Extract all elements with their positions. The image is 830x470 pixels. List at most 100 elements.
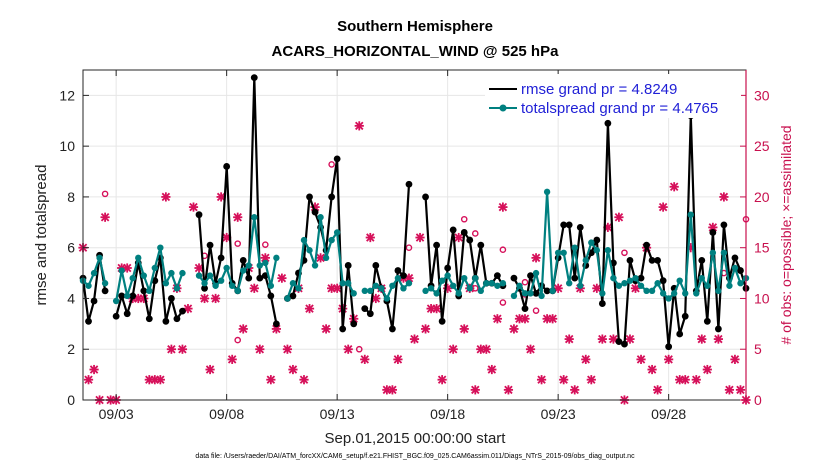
rmse-point bbox=[145, 315, 153, 323]
totalspread-point bbox=[626, 277, 634, 284]
totalspread-point bbox=[477, 287, 484, 295]
totalspread-point bbox=[173, 285, 181, 292]
x-tick-label: 09/18 bbox=[430, 406, 465, 422]
totalspread-point bbox=[682, 290, 689, 297]
obs-assimilated-marker bbox=[255, 344, 265, 354]
obs-assimilated-marker bbox=[161, 192, 171, 202]
obs-assimilated-marker bbox=[188, 202, 199, 212]
totalspread-point bbox=[577, 282, 584, 289]
totalspread-point bbox=[449, 282, 457, 289]
rmse-point bbox=[112, 312, 120, 320]
rmse-point bbox=[477, 241, 485, 249]
legend-marker-totalspread bbox=[499, 104, 507, 112]
totalspread-point bbox=[610, 274, 617, 282]
totalspread-point bbox=[571, 244, 578, 251]
totalspread-point bbox=[648, 287, 656, 295]
y-tick-label: 6 bbox=[67, 240, 75, 256]
totalspread-point bbox=[372, 282, 380, 289]
rmse-point bbox=[333, 155, 341, 163]
obs-assimilated-marker bbox=[664, 354, 674, 364]
totalspread-point bbox=[140, 272, 147, 279]
totalspread-point bbox=[604, 247, 612, 254]
totalspread-point bbox=[532, 269, 540, 277]
totalspread-point bbox=[96, 254, 103, 262]
y-tick-label: 12 bbox=[59, 87, 75, 103]
obs-assimilated-marker bbox=[89, 364, 99, 375]
totalspread-point bbox=[538, 292, 545, 300]
rmse-point bbox=[123, 310, 131, 318]
obs-assimilated-marker bbox=[155, 375, 165, 385]
obs-assimilated-marker bbox=[227, 354, 237, 364]
rmse-point bbox=[195, 211, 203, 219]
x-tick-label: 09/28 bbox=[651, 406, 686, 422]
obs-assimilated-marker bbox=[332, 283, 342, 293]
obs-assimilated-marker bbox=[211, 293, 221, 304]
totalspread-point bbox=[438, 277, 446, 284]
totalspread-point bbox=[654, 280, 661, 287]
rmse-point bbox=[400, 272, 407, 280]
obs-assimilated-marker bbox=[559, 375, 569, 385]
totalspread-point bbox=[599, 290, 606, 297]
totalspread-point bbox=[510, 292, 518, 300]
obs-assimilated-marker bbox=[459, 324, 469, 334]
totalspread-point bbox=[621, 280, 628, 287]
rmse-point bbox=[714, 325, 722, 333]
x-tick-label: 09/13 bbox=[320, 406, 355, 422]
totalspread-point bbox=[151, 264, 159, 272]
obs-assimilated-marker bbox=[233, 212, 243, 222]
rmse-point bbox=[173, 315, 181, 323]
rmse-point bbox=[350, 320, 358, 328]
obs-assimilated-marker bbox=[492, 314, 502, 324]
obs-assimilated-marker bbox=[470, 385, 480, 395]
obs-assimilated-marker bbox=[420, 324, 431, 334]
y-tick-label: 10 bbox=[59, 138, 75, 154]
totalspread-point bbox=[162, 280, 170, 287]
rmse-point bbox=[438, 317, 446, 325]
rmse-point bbox=[665, 343, 673, 351]
totalspread-point bbox=[284, 295, 291, 302]
rmse-point bbox=[366, 310, 374, 318]
rmse-point bbox=[637, 274, 645, 282]
obs-assimilated-marker bbox=[205, 364, 215, 375]
y-right-tick-label: 30 bbox=[754, 87, 770, 103]
obs-assimilated-marker bbox=[708, 222, 718, 232]
obs-assimilated-marker bbox=[321, 324, 331, 334]
obs-possible-marker bbox=[355, 345, 363, 353]
rmse-point bbox=[703, 317, 711, 325]
legend-entry-totalspread: totalspread grand pr = 4.4765 bbox=[521, 100, 718, 117]
rmse-point bbox=[493, 272, 501, 280]
obs-assimilated-marker bbox=[653, 385, 663, 395]
totalspread-point bbox=[345, 280, 352, 287]
rmse-point bbox=[223, 163, 231, 170]
obs-assimilated-marker bbox=[365, 232, 375, 243]
totalspread-point bbox=[726, 282, 733, 289]
totalspread-point bbox=[516, 282, 523, 289]
obs-possible-marker bbox=[499, 246, 507, 254]
totalspread-point bbox=[676, 277, 683, 284]
rmse-point bbox=[306, 193, 313, 201]
obs-possible-marker bbox=[532, 307, 540, 314]
totalspread-point bbox=[223, 264, 230, 272]
obs-assimilated-marker bbox=[481, 344, 491, 354]
totalspread-point bbox=[361, 287, 368, 295]
totalspread-point bbox=[157, 244, 164, 251]
totalspread-point bbox=[90, 269, 98, 277]
data-file-footnote: data file: /Users/raeder/DAI/ATM_forcXX/… bbox=[195, 453, 635, 460]
totalspread-point bbox=[245, 262, 252, 269]
totalspread-point bbox=[405, 280, 413, 287]
rmse-point bbox=[737, 267, 744, 274]
totalspread-point bbox=[350, 290, 357, 297]
totalspread-point bbox=[549, 287, 556, 295]
totalspread-point bbox=[262, 259, 269, 267]
chart-title: Southern Hemisphere bbox=[337, 18, 493, 35]
y-tick-label: 2 bbox=[67, 341, 75, 357]
totalspread-point bbox=[483, 280, 490, 287]
totalspread-point bbox=[212, 282, 219, 289]
rmse-point bbox=[250, 74, 258, 82]
totalspread-point bbox=[311, 262, 319, 269]
rmse-point bbox=[179, 307, 186, 315]
totalspread-point bbox=[670, 290, 678, 297]
obs-assimilated-marker bbox=[592, 283, 602, 293]
totalspread-point bbox=[112, 297, 120, 305]
totalspread-point bbox=[444, 272, 451, 279]
